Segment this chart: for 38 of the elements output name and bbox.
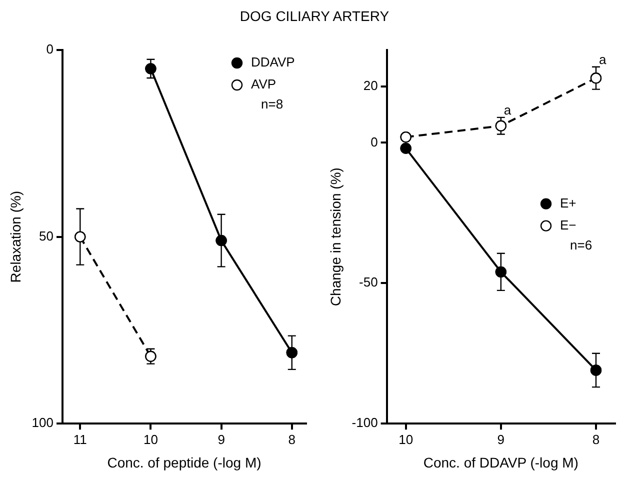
y-tick-label: 0 — [46, 42, 54, 57]
y-tick-label: -100 — [352, 415, 378, 430]
point — [400, 131, 412, 143]
x-axis-title: Conc. of peptide (-log M) — [107, 454, 262, 470]
x-axis-title: Conc. of DDAVP (-log M) — [423, 454, 578, 470]
y-tick-label: 50 — [39, 228, 54, 244]
x-tick-label: 9 — [497, 432, 505, 447]
annotation: n=6 — [570, 237, 592, 252]
chart-title: DOG CILIARY ARTERY — [238, 8, 390, 24]
y-tick-label: 20 — [363, 78, 378, 94]
y-axis-title: Change in tension (%) — [327, 168, 344, 306]
annotation: a — [504, 102, 512, 118]
legend-label: AVP — [251, 76, 276, 92]
point — [286, 347, 298, 358]
legend-label: E− — [560, 217, 576, 232]
x-tick-label: 11 — [73, 432, 87, 447]
point — [495, 266, 507, 278]
point — [590, 72, 602, 84]
legend-label: E+ — [560, 195, 576, 210]
point — [216, 234, 227, 246]
x-tick-label: 8 — [592, 432, 600, 447]
point — [590, 364, 602, 376]
x-tick-label: 8 — [288, 432, 296, 447]
point — [145, 63, 156, 74]
annotation: n=8 — [261, 96, 284, 112]
legend-label: DDAVP — [251, 54, 295, 70]
x-tick-label: 10 — [143, 432, 158, 447]
point — [495, 120, 507, 132]
y-axis-title: Relaxation (%) — [7, 190, 24, 283]
x-tick-label: 9 — [218, 432, 225, 447]
y-tick-label: -50 — [359, 274, 378, 290]
point — [145, 350, 156, 362]
annotation: a — [598, 52, 607, 67]
x-tick-label: 10 — [398, 432, 414, 447]
y-tick-label: 100 — [32, 415, 54, 430]
point — [74, 231, 86, 242]
y-tick-label: 0 — [370, 134, 378, 150]
point — [400, 142, 412, 154]
